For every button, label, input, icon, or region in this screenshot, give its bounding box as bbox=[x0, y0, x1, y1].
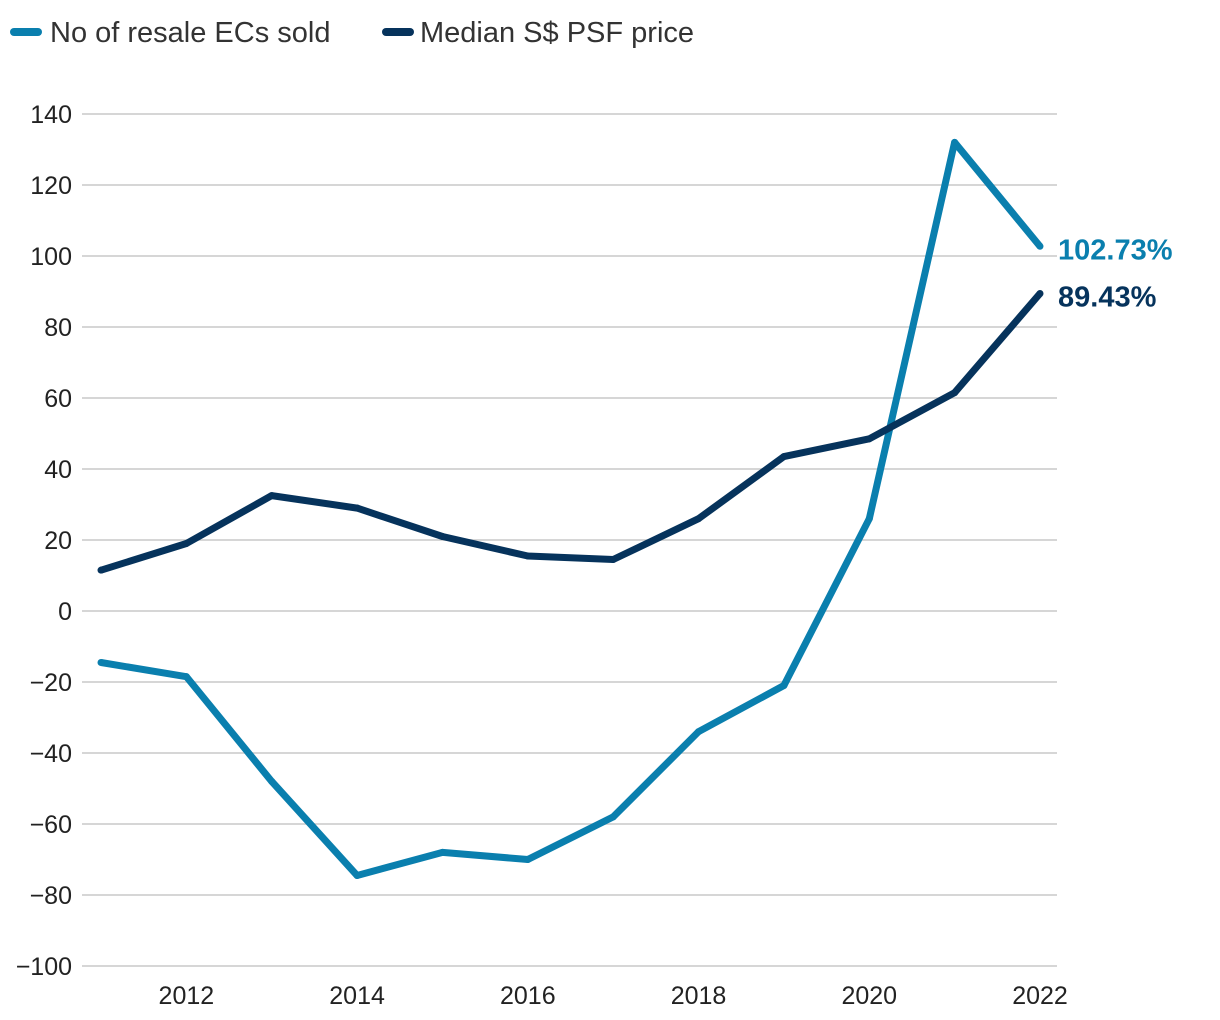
data-point-resale-ecs bbox=[98, 659, 105, 666]
data-point-resale-ecs bbox=[524, 856, 531, 863]
data-point-median-psf bbox=[780, 453, 787, 460]
x-tick-label: 2018 bbox=[671, 982, 727, 1010]
x-axis: 2012 2014 2016 2018 2020 2022 bbox=[159, 982, 1068, 1010]
y-tick-label: −100 bbox=[16, 953, 72, 981]
x-tick-label: 2022 bbox=[1012, 982, 1068, 1010]
data-point-resale-ecs bbox=[439, 849, 446, 856]
x-tick-label: 2016 bbox=[500, 982, 556, 1010]
data-point-resale-ecs bbox=[951, 139, 958, 146]
y-tick-label: 0 bbox=[58, 598, 72, 626]
y-tick-label: −60 bbox=[30, 811, 72, 839]
x-tick-label: 2014 bbox=[329, 982, 385, 1010]
data-point-median-psf bbox=[866, 435, 873, 442]
y-tick-label: 20 bbox=[44, 527, 72, 555]
data-point-resale-ecs bbox=[610, 813, 617, 820]
legend-item-median-psf: Median S$ PSF price bbox=[386, 17, 694, 49]
y-tick-label: 100 bbox=[30, 243, 72, 271]
x-tick-label: 2020 bbox=[841, 982, 897, 1010]
end-label-median-psf: 89.43% bbox=[1058, 282, 1157, 314]
data-point-median-psf bbox=[524, 552, 531, 559]
y-tick-label: 140 bbox=[30, 101, 72, 129]
series-layer bbox=[98, 139, 1044, 879]
data-point-median-psf bbox=[354, 505, 361, 512]
data-point-resale-ecs bbox=[866, 515, 873, 522]
data-point-resale-ecs bbox=[780, 682, 787, 689]
data-point-resale-ecs bbox=[268, 778, 275, 785]
data-point-median-psf bbox=[183, 540, 190, 547]
y-tick-label: −20 bbox=[30, 669, 72, 697]
y-tick-label: 60 bbox=[44, 385, 72, 413]
data-point-median-psf bbox=[695, 515, 702, 522]
chart-legend: No of resale ECs sold Median S$ PSF pric… bbox=[14, 17, 694, 49]
data-point-median-psf bbox=[439, 533, 446, 540]
series-line-median-psf bbox=[101, 294, 1040, 571]
x-tick-label: 2012 bbox=[159, 982, 215, 1010]
data-point-resale-ecs bbox=[695, 728, 702, 735]
data-point-resale-ecs bbox=[1037, 243, 1044, 250]
end-label-resale-ecs: 102.73% bbox=[1058, 234, 1173, 266]
y-tick-label: 80 bbox=[44, 314, 72, 342]
data-point-resale-ecs bbox=[354, 872, 361, 879]
y-tick-label: −80 bbox=[30, 882, 72, 910]
end-labels: 102.73% 89.43% bbox=[1058, 234, 1173, 313]
data-point-median-psf bbox=[951, 389, 958, 396]
legend-label-resale-ecs: No of resale ECs sold bbox=[50, 17, 330, 49]
legend-label-median-psf: Median S$ PSF price bbox=[420, 17, 694, 49]
y-axis: 140 120 100 80 60 40 20 0 −20 −40 −60 −80 −100 bbox=[16, 101, 72, 981]
y-tick-label: 120 bbox=[30, 172, 72, 200]
data-point-median-psf bbox=[268, 492, 275, 499]
y-tick-label: −40 bbox=[30, 740, 72, 768]
y-tick-label: 40 bbox=[44, 456, 72, 484]
data-point-median-psf bbox=[610, 556, 617, 563]
data-point-median-psf bbox=[98, 567, 105, 574]
data-point-resale-ecs bbox=[183, 673, 190, 680]
legend-item-resale-ecs: No of resale ECs sold bbox=[14, 17, 330, 49]
data-point-median-psf bbox=[1037, 290, 1044, 297]
